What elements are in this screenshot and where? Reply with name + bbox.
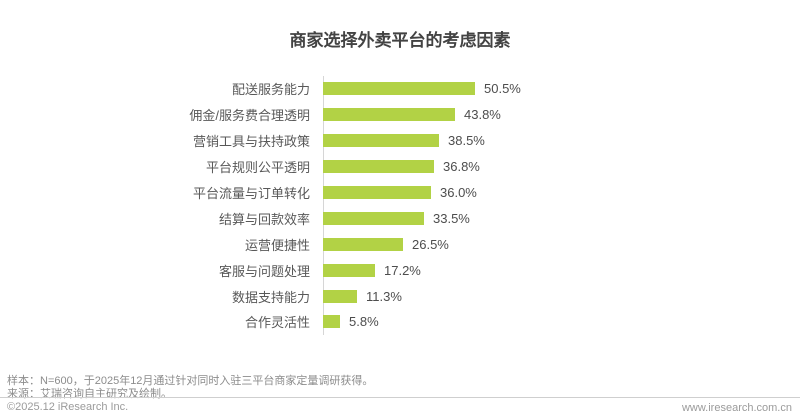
bar bbox=[323, 237, 403, 251]
bar bbox=[323, 211, 424, 225]
bar-chart: 配送服务能力 50.5% 佣金/服务费合理透明 43.8% 营销工具与扶持政策 38.5%… bbox=[0, 76, 800, 335]
bar bbox=[323, 108, 455, 122]
chart-row: 平台规则公平透明 36.8% bbox=[0, 154, 800, 180]
bar bbox=[323, 160, 434, 174]
value-label: 5.8% bbox=[349, 314, 379, 330]
category-label: 结算与回款效率 bbox=[218, 211, 310, 227]
category-label: 运营便捷性 bbox=[244, 237, 310, 253]
bar bbox=[323, 82, 475, 96]
value-label: 50.5% bbox=[484, 81, 521, 97]
value-label: 38.5% bbox=[448, 133, 485, 149]
value-label: 17.2% bbox=[384, 262, 421, 278]
bar bbox=[323, 186, 431, 199]
category-label: 佣金/服务费合理透明 bbox=[189, 108, 310, 124]
chart-title: 商家选择外卖平台的考虑因素 bbox=[289, 31, 511, 50]
value-label: 33.5% bbox=[433, 210, 470, 226]
sample-note: 样本：N=600，于2025年12月通过针对同时入驻三平台商家定量调研获得。 bbox=[7, 375, 374, 387]
category-label: 配送服务能力 bbox=[231, 82, 310, 98]
chart-row: 配送服务能力 50.5% bbox=[0, 76, 800, 102]
source-note: 来源：艾瑞咨询自主研究及绘制。 bbox=[7, 388, 172, 400]
category-label: 平台流量与订单转化 bbox=[192, 186, 310, 201]
value-label: 43.8% bbox=[464, 107, 501, 123]
axis-line bbox=[323, 76, 324, 335]
bar bbox=[323, 263, 375, 277]
chart-row: 营销工具与扶持政策 38.5% bbox=[0, 128, 800, 154]
copyright-text: ©2025.12 iResearch Inc. bbox=[7, 401, 129, 413]
footer-divider bbox=[0, 397, 800, 398]
chart-row: 合作灵活性 5.8% bbox=[0, 309, 800, 335]
category-label: 营销工具与扶持政策 bbox=[192, 134, 310, 150]
chart-row: 客服与问题处理 17.2% bbox=[0, 257, 800, 283]
value-label: 36.8% bbox=[443, 159, 480, 175]
value-label: 11.3% bbox=[366, 288, 402, 304]
chart-row: 运营便捷性 26.5% bbox=[0, 231, 800, 257]
chart-row: 数据支持能力 11.3% bbox=[0, 283, 800, 309]
chart-row: 佣金/服务费合理透明 43.8% bbox=[0, 102, 800, 128]
bar bbox=[323, 315, 340, 329]
category-label: 平台规则公平透明 bbox=[205, 160, 310, 176]
website-text: www.iresearch.com.cn bbox=[681, 402, 792, 414]
chart-row: 结算与回款效率 33.5% bbox=[0, 205, 800, 231]
chart-row: 平台流量与订单转化 36.0% bbox=[0, 180, 800, 206]
category-label: 合作灵活性 bbox=[244, 315, 310, 331]
category-label: 客服与问题处理 bbox=[218, 263, 310, 279]
category-label: 数据支持能力 bbox=[231, 289, 310, 305]
value-label: 36.0% bbox=[440, 185, 477, 200]
bar bbox=[323, 289, 357, 303]
value-label: 26.5% bbox=[412, 236, 449, 252]
bar bbox=[323, 134, 439, 148]
